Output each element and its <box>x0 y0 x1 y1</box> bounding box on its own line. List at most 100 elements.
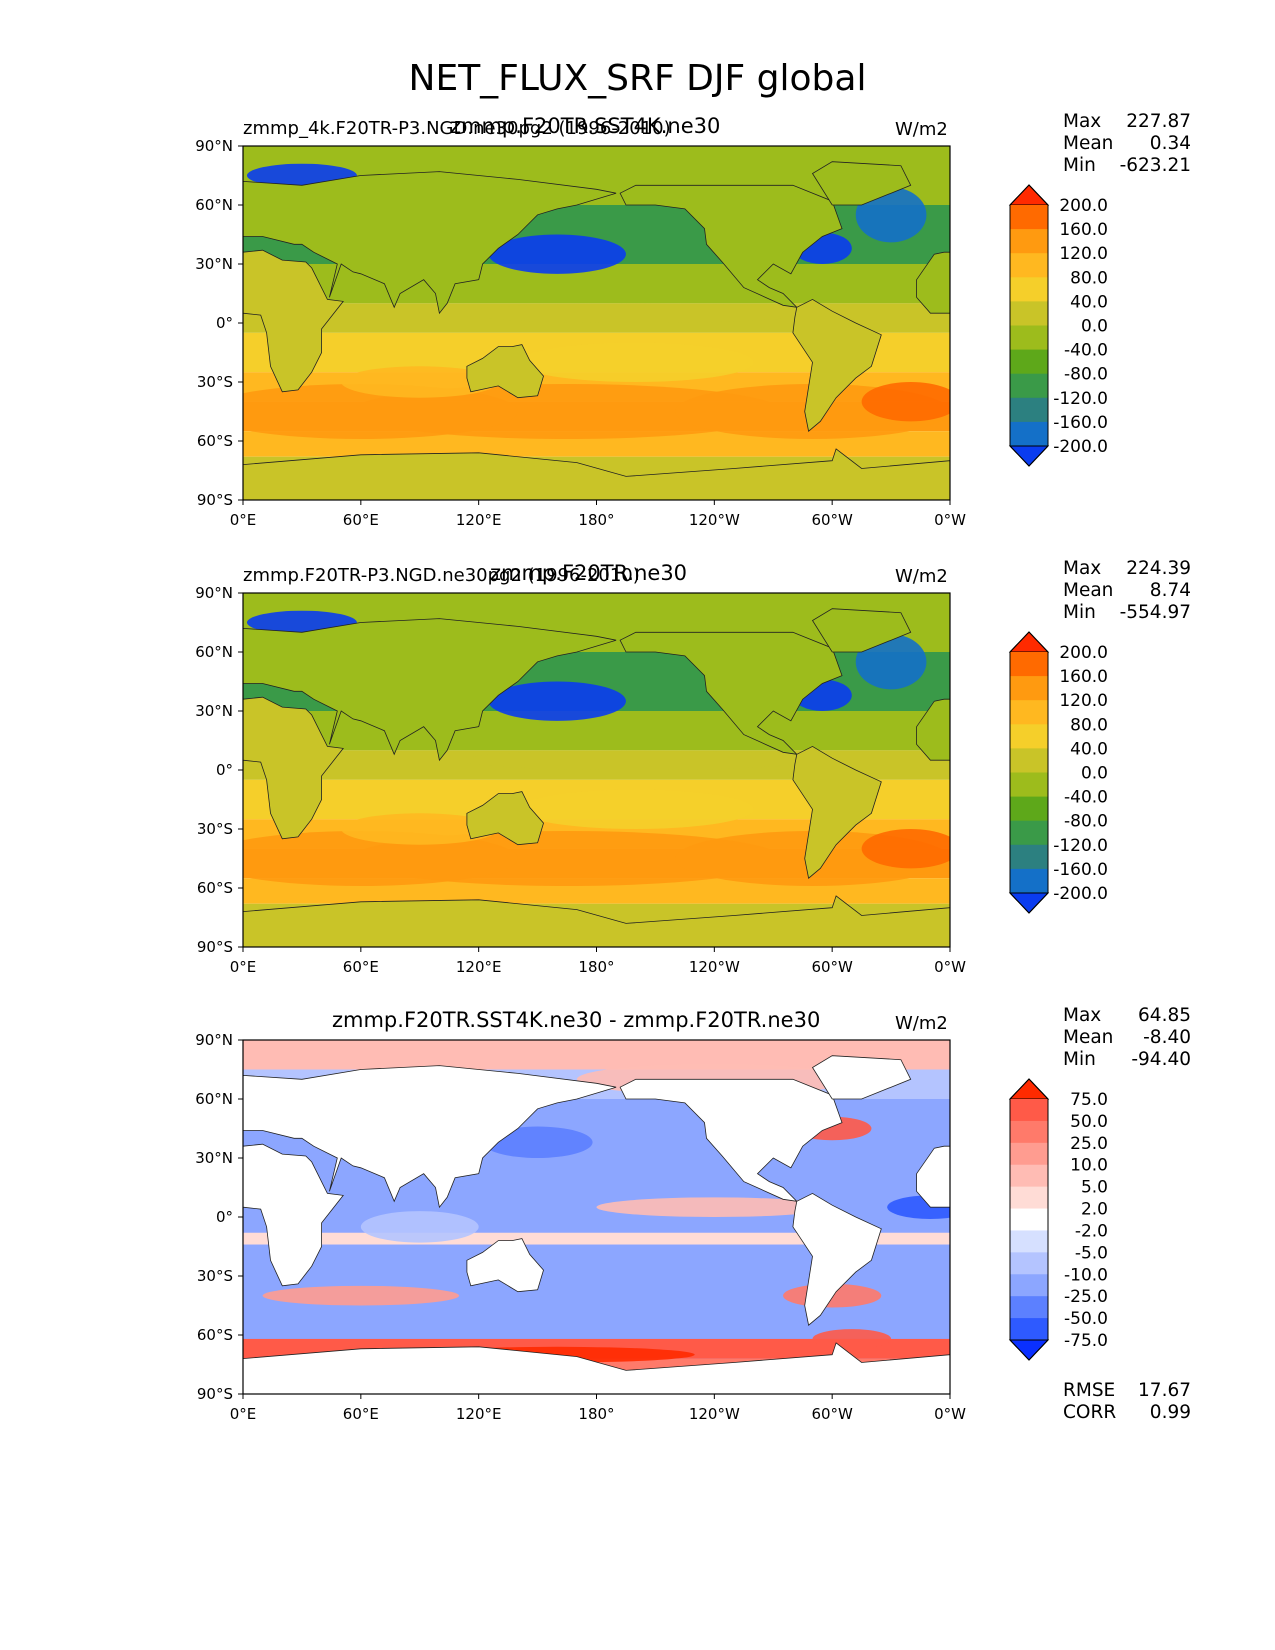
x-tick-label: 60°W <box>811 511 853 529</box>
field-blob <box>360 1211 479 1243</box>
colorbar-segment <box>1010 868 1048 894</box>
mean-value: 8.74 <box>1149 580 1191 601</box>
colorbar-segment <box>1010 1274 1048 1297</box>
colorbar-tick-label: 40.0 <box>1070 739 1108 759</box>
colorbar-segment <box>1010 1164 1048 1188</box>
panel-diff-stats: RMSE 17.67 CORR 0.99 <box>1063 1380 1191 1424</box>
y-tick-label: 90°S <box>197 491 233 509</box>
colorbar-segment <box>1010 772 1048 798</box>
y-tick-label: 60°S <box>197 879 233 897</box>
map-svg: 0°E 60°E 120°E 180° 120°W 60°W 0°W 90°N 60°N 30°N… <box>195 584 1108 976</box>
continent <box>792 1192 882 1326</box>
colorbar-segment <box>1010 844 1048 870</box>
y-tick-label: 30°S <box>197 1267 233 1285</box>
colorbar-tick-label: 80.0 <box>1070 715 1108 735</box>
colorbar-segment <box>1010 700 1048 725</box>
mean-label: Mean <box>1063 1027 1114 1048</box>
field-blob <box>517 789 754 829</box>
continent <box>811 608 912 653</box>
continent <box>466 791 544 846</box>
colorbar-segment <box>1010 748 1048 773</box>
y-tick-label: 0° <box>216 314 233 332</box>
colorbar-segment <box>1010 253 1048 278</box>
x-tick-label: 180° <box>578 1405 614 1423</box>
colorbar-segment <box>1010 1142 1048 1166</box>
map-field <box>243 593 950 947</box>
continent <box>243 696 344 840</box>
colorbar-outline <box>1009 184 1049 467</box>
field-blob <box>517 342 754 383</box>
field-blob <box>459 750 813 770</box>
colorbar-tick-label: -40.0 <box>1064 788 1108 808</box>
min-label: Min <box>1063 155 1096 176</box>
y-tick-label: 30°N <box>195 702 233 720</box>
colorbar-segment <box>1010 421 1048 447</box>
min-value: -94.40 <box>1131 1049 1191 1070</box>
x-tick-label: 120°E <box>456 1405 502 1423</box>
x-tick-label: 60°W <box>811 958 853 976</box>
continent <box>243 448 950 500</box>
field-blob <box>861 829 950 869</box>
colorbar-tick-label: 25.0 <box>1070 1134 1108 1154</box>
colorbar-tick-label: 120.0 <box>1059 691 1108 711</box>
y-tick-label: 30°N <box>195 255 233 273</box>
x-tick-label: 120°W <box>689 958 740 976</box>
continent <box>619 1078 843 1202</box>
colorbar-segment <box>1010 1296 1048 1319</box>
field-blob <box>488 681 626 721</box>
mean-label: Mean <box>1063 133 1114 154</box>
field-blob <box>855 187 927 243</box>
y-tick-label: 90°S <box>197 938 233 956</box>
panel-units: W/m2 <box>895 1013 948 1034</box>
colorbar-extend-top <box>1008 184 1050 206</box>
continent <box>811 161 912 206</box>
colorbar-tick-label: -160.0 <box>1053 860 1108 880</box>
y-tick-label: 90°S <box>197 1385 233 1403</box>
min-label: Min <box>1063 602 1096 623</box>
colorbar-segment <box>1010 1208 1048 1231</box>
y-tick-label: 30°S <box>197 820 233 838</box>
panel-center-title: zmmp.F20TR.SST4K.ne30 <box>450 114 721 138</box>
x-tick-label: 60°E <box>343 958 379 976</box>
x-tick-label: 120°W <box>689 1405 740 1423</box>
panel-units: W/m2 <box>895 119 948 140</box>
colorbar-extend-top <box>1008 1078 1050 1100</box>
continent <box>243 249 344 393</box>
panel-center-title: zmmp.F20TR.SST4K.ne30 - zmmp.F20TR.ne30 <box>332 1008 821 1032</box>
colorbar-tick-label: -40.0 <box>1064 341 1108 361</box>
colorbar-extend-bottom <box>1008 1339 1050 1361</box>
continent <box>243 1143 344 1287</box>
y-tick-label: 0° <box>216 1208 233 1226</box>
field-blob <box>341 366 499 398</box>
panel-units: W/m2 <box>895 566 948 587</box>
map-field <box>243 1040 950 1394</box>
colorbar-segment <box>1010 724 1048 749</box>
colorbar-segment <box>1010 1252 1048 1275</box>
colorbar-tick-label: 0.0 <box>1081 764 1108 784</box>
map-svg: 0°E 60°E 120°E 180° 120°W 60°W 0°W 90°N 60°N 30°N… <box>195 1031 1108 1423</box>
rmse-value: 17.67 <box>1138 1380 1191 1401</box>
field-blob <box>459 303 813 323</box>
colorbar-segment <box>1010 1120 1048 1144</box>
colorbar-segment <box>1010 229 1048 254</box>
min-value: -623.21 <box>1119 155 1191 176</box>
field-blob <box>243 830 518 887</box>
colorbar-tick-label: -80.0 <box>1064 365 1108 385</box>
y-tick-label: 60°S <box>197 1326 233 1344</box>
colorbar-tick-label: -50.0 <box>1064 1309 1108 1329</box>
map-field <box>243 146 950 500</box>
max-label: Max <box>1063 111 1102 132</box>
map-panel-2: zmmp.F20TR-P3.NGD.ne30pg2 (1996-2010) zm… <box>0 447 1275 976</box>
colorbar-outline <box>1009 631 1049 914</box>
field-blob <box>243 383 518 440</box>
colorbar-tick-label: 40.0 <box>1070 292 1108 312</box>
colorbar-tick-label: 200.0 <box>1059 196 1108 216</box>
continent <box>619 631 843 755</box>
ocean-band <box>243 1232 950 1245</box>
colorbar-segment <box>1010 1230 1048 1253</box>
colorbar-tick-label: 2.0 <box>1081 1200 1108 1220</box>
mean-value: 0.34 <box>1149 133 1191 154</box>
colorbar-segment <box>1010 205 1048 230</box>
y-tick-label: 90°N <box>195 584 233 602</box>
field-blob <box>812 1329 892 1349</box>
